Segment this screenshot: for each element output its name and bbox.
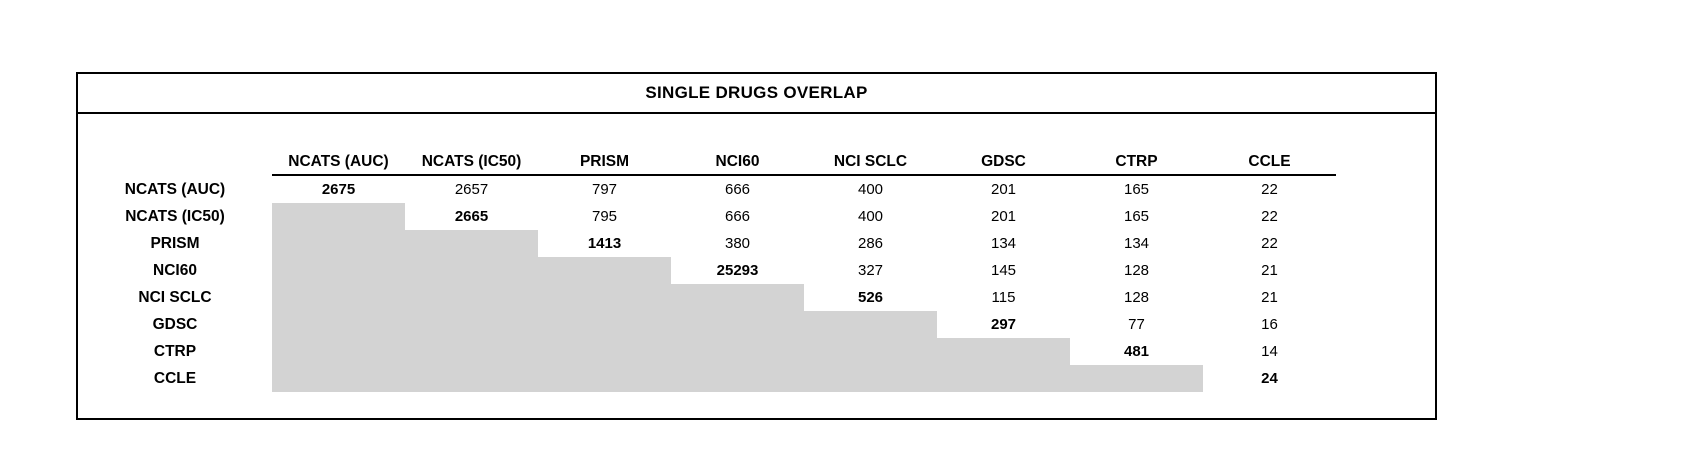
table-row-7: CCLE 24 (78, 365, 1435, 392)
table-row-6: CTRP 481 14 (78, 338, 1435, 365)
mask-cell (405, 311, 538, 338)
table-cell: 797 (591, 181, 618, 198)
mask-cell (804, 338, 937, 365)
mask-cell (538, 338, 671, 365)
column-header-5: GDSC (937, 150, 1070, 176)
table-row-4: NCI SCLC 526 115 128 21 (78, 284, 1435, 311)
table-cell: 21 (1261, 289, 1278, 306)
row-label-1: NCATS (IC50) (125, 207, 225, 225)
mask-cell (272, 284, 405, 311)
table-cell: 145 (990, 262, 1017, 279)
column-header-0: NCATS (AUC) (272, 150, 405, 176)
mask-cell (671, 365, 804, 392)
mask-cell (937, 338, 1070, 365)
table-cell: 128 (1123, 289, 1150, 306)
mask-cell (538, 311, 671, 338)
diagonal-cell: 297 (990, 316, 1017, 333)
overlap-table-frame: SINGLE DRUGS OVERLAP NCATS (AUC) NCATS (I… (76, 72, 1437, 420)
table-cell: 22 (1261, 181, 1278, 198)
table-cell: 2657 (454, 181, 489, 198)
table-cell: 165 (1123, 181, 1150, 198)
table-cell: 795 (591, 208, 618, 225)
mask-cell (671, 284, 804, 311)
mask-cell (538, 284, 671, 311)
table-cell: 128 (1123, 262, 1150, 279)
diagonal-cell: 2675 (321, 181, 356, 198)
table-row-5: GDSC 297 77 16 (78, 311, 1435, 338)
mask-cell (671, 311, 804, 338)
overlap-table: NCATS (AUC) NCATS (IC50) PRISM NCI60 NCI SCL… (78, 150, 1435, 392)
table-row-0: NCATS (AUC) 2675 2657 797 666 400 201 165 22 (78, 176, 1435, 203)
table-cell: 666 (724, 208, 751, 225)
table-cell: 16 (1261, 316, 1278, 333)
table-cell: 201 (990, 181, 1017, 198)
mask-cell (538, 257, 671, 284)
table-cell: 165 (1123, 208, 1150, 225)
corner-cell (78, 150, 272, 176)
mask-cell (272, 311, 405, 338)
mask-cell (538, 365, 671, 392)
header-row: NCATS (AUC) NCATS (IC50) PRISM NCI60 NCI SCL… (78, 150, 1435, 176)
mask-cell (272, 257, 405, 284)
row-label-5: GDSC (152, 315, 198, 333)
table-cell: 14 (1261, 343, 1278, 360)
mask-cell (804, 365, 937, 392)
table-cell: 22 (1261, 208, 1278, 225)
mask-cell (405, 365, 538, 392)
column-header-4: NCI SCLC (804, 150, 937, 176)
diagonal-cell: 526 (857, 289, 884, 306)
diagonal-cell: 481 (1123, 343, 1150, 360)
mask-cell (405, 284, 538, 311)
table-cell: 77 (1128, 316, 1145, 333)
table-row-2: PRISM 1413 380 286 134 134 22 (78, 230, 1435, 257)
table-cell: 327 (857, 262, 884, 279)
table-cell: 22 (1261, 235, 1278, 252)
mask-cell (405, 230, 538, 257)
table-cell: 400 (857, 208, 884, 225)
table-row-3: NCI60 25293 327 145 128 21 (78, 257, 1435, 284)
table-cell: 201 (990, 208, 1017, 225)
table-cell: 115 (991, 289, 1016, 306)
mask-cell (671, 338, 804, 365)
diagonal-cell: 1413 (587, 235, 622, 252)
table-body: NCATS (AUC) 2675 2657 797 666 400 201 165 22 NCAT… (78, 176, 1435, 392)
diagonal-cell: 25293 (716, 262, 759, 279)
mask-cell (937, 365, 1070, 392)
mask-cell (272, 203, 405, 230)
column-header-2: PRISM (538, 150, 671, 176)
diagonal-cell: 24 (1261, 370, 1278, 387)
table-cell: 380 (724, 235, 751, 252)
mask-cell (405, 338, 538, 365)
row-label-3: NCI60 (153, 261, 197, 279)
mask-cell (405, 257, 538, 284)
table-cell: 134 (1123, 235, 1150, 252)
column-header-3: NCI60 (671, 150, 804, 176)
row-label-0: NCATS (AUC) (124, 180, 226, 198)
mask-cell (272, 365, 405, 392)
table-cell: 21 (1261, 262, 1278, 279)
table-row-1: NCATS (IC50) 2665 795 666 400 201 165 22 (78, 203, 1435, 230)
table-cell: 134 (990, 235, 1017, 252)
row-label-7: CCLE (153, 369, 197, 387)
table-cell: 286 (857, 235, 884, 252)
mask-cell (804, 311, 937, 338)
table-title: SINGLE DRUGS OVERLAP (78, 74, 1435, 114)
column-header-1: NCATS (IC50) (405, 150, 538, 176)
table-cell: 666 (724, 181, 751, 198)
mask-cell (272, 338, 405, 365)
column-header-7: CCLE (1203, 150, 1336, 176)
mask-cell (1070, 365, 1203, 392)
column-header-6: CTRP (1070, 150, 1203, 176)
mask-cell (272, 230, 405, 257)
row-label-4: NCI SCLC (138, 288, 212, 306)
diagonal-cell: 2665 (454, 208, 489, 225)
row-label-2: PRISM (150, 234, 200, 252)
table-cell: 400 (857, 181, 884, 198)
row-label-6: CTRP (153, 342, 197, 360)
